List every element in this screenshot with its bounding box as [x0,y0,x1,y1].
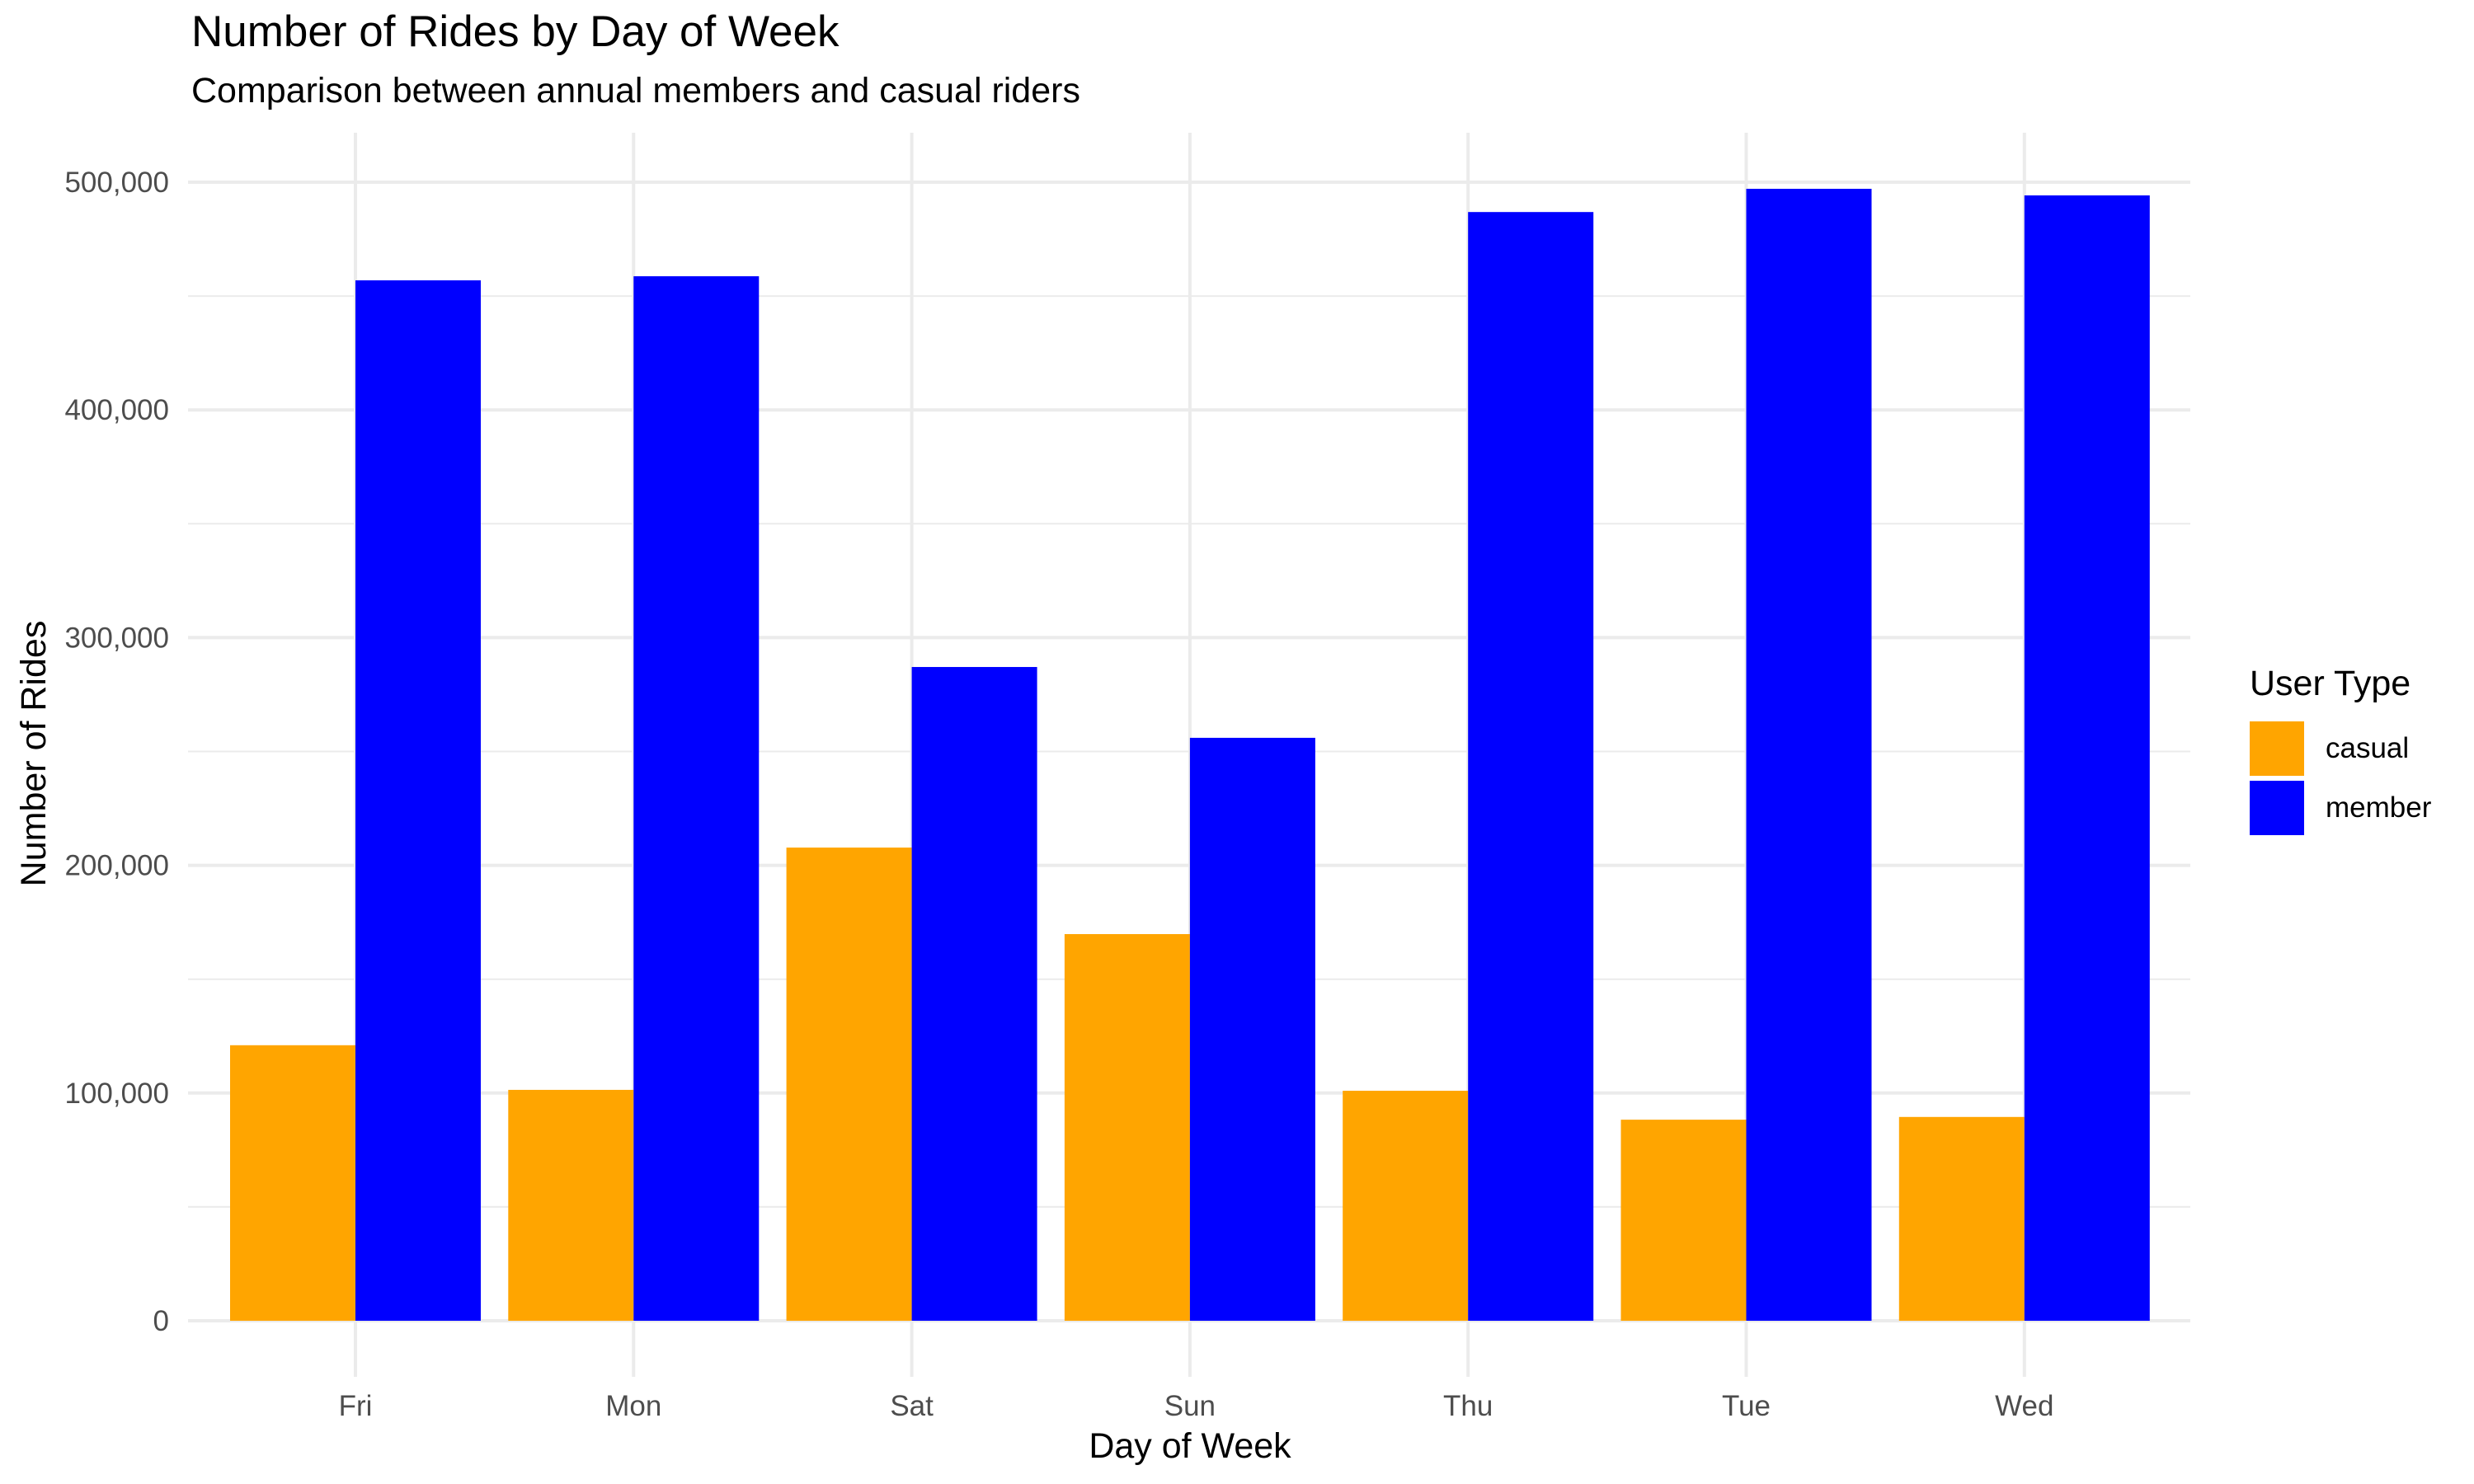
bar-casual-tue [1620,1120,1747,1321]
bar-casual-mon [508,1089,634,1321]
legend-swatch-member [2250,781,2304,835]
y-tick-label: 400,000 [64,394,169,426]
x-tick-label-fri: Fri [339,1390,373,1422]
bar-member-sat [911,667,1037,1321]
bar-casual-thu [1343,1091,1469,1321]
y-tick-label: 300,000 [64,622,169,654]
bar-member-wed [2024,195,2150,1321]
bar-member-mon [633,276,760,1322]
y-tick-label: 0 [153,1305,169,1337]
x-axis-ticks: Fri Mon Sat Sun Thu Tue Wed [339,1390,2054,1422]
y-tick-label: 500,000 [64,167,169,199]
x-tick-label-wed: Wed [1995,1390,2053,1422]
x-tick-label-mon: Mon [605,1390,661,1422]
legend: User Type casual member [2250,660,2431,840]
y-tick-label: 100,000 [64,1078,169,1110]
chart-subtitle: Comparison between annual members and ca… [191,71,1080,110]
legend-item-casual: casual [2250,721,2431,776]
legend-label-casual: casual [2326,732,2410,764]
bar-member-sun [1189,737,1315,1321]
y-axis-ticks: 0 100,000 200,000 300,000 400,000 500,000 [64,167,169,1337]
legend-title: User Type [2250,664,2411,703]
x-tick-label-sat: Sat [890,1390,934,1422]
bar-casual-sun [1064,934,1190,1321]
x-tick-label-tue: Tue [1722,1390,1771,1422]
x-axis-title: Day of Week [1089,1426,1291,1466]
bar-member-thu [1468,212,1594,1322]
bar-casual-sat [786,848,912,1321]
x-tick-label-sun: Sun [1164,1390,1216,1422]
legend-swatch-casual [2250,721,2304,776]
chart-title: Number of Rides by Day of Week [191,7,840,56]
bars [230,189,2150,1322]
bar-casual-wed [1898,1116,2025,1321]
bar-member-fri [355,280,481,1321]
y-tick-label: 200,000 [64,850,169,882]
legend-label-member: member [2326,791,2432,824]
y-axis-title: Number of Rides [14,621,54,887]
bar-casual-fri [230,1045,355,1321]
x-tick-label-thu: Thu [1443,1390,1493,1422]
bar-member-tue [1746,189,1872,1322]
legend-item-member: member [2250,781,2431,835]
